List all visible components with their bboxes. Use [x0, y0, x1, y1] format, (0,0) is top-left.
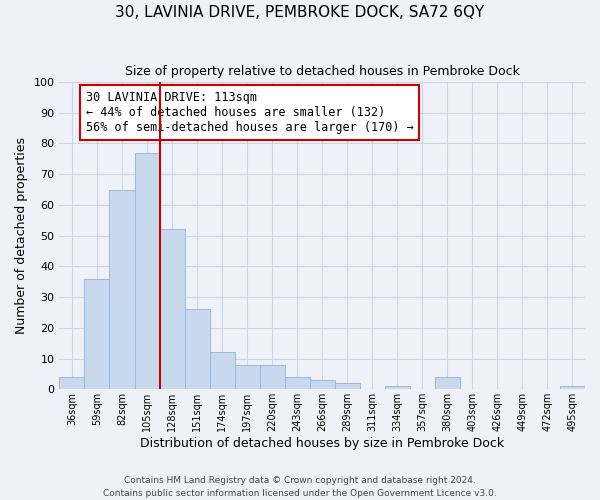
Bar: [284, 377, 310, 390]
X-axis label: Distribution of detached houses by size in Pembroke Dock: Distribution of detached houses by size …: [140, 437, 504, 450]
Bar: [335, 383, 360, 390]
Bar: [310, 380, 335, 390]
Bar: [209, 352, 235, 390]
Bar: [235, 364, 260, 390]
Bar: [260, 364, 284, 390]
Bar: [134, 152, 160, 390]
Y-axis label: Number of detached properties: Number of detached properties: [15, 137, 28, 334]
Bar: [160, 230, 185, 390]
Bar: [385, 386, 410, 390]
Bar: [109, 190, 134, 390]
Title: Size of property relative to detached houses in Pembroke Dock: Size of property relative to detached ho…: [125, 65, 520, 78]
Text: 30, LAVINIA DRIVE, PEMBROKE DOCK, SA72 6QY: 30, LAVINIA DRIVE, PEMBROKE DOCK, SA72 6…: [115, 5, 485, 20]
Text: 30 LAVINIA DRIVE: 113sqm
← 44% of detached houses are smaller (132)
56% of semi-: 30 LAVINIA DRIVE: 113sqm ← 44% of detach…: [86, 91, 413, 134]
Text: Contains HM Land Registry data © Crown copyright and database right 2024.
Contai: Contains HM Land Registry data © Crown c…: [103, 476, 497, 498]
Bar: [560, 386, 585, 390]
Bar: [435, 377, 460, 390]
Bar: [59, 377, 85, 390]
Bar: [185, 310, 209, 390]
Bar: [85, 278, 109, 390]
